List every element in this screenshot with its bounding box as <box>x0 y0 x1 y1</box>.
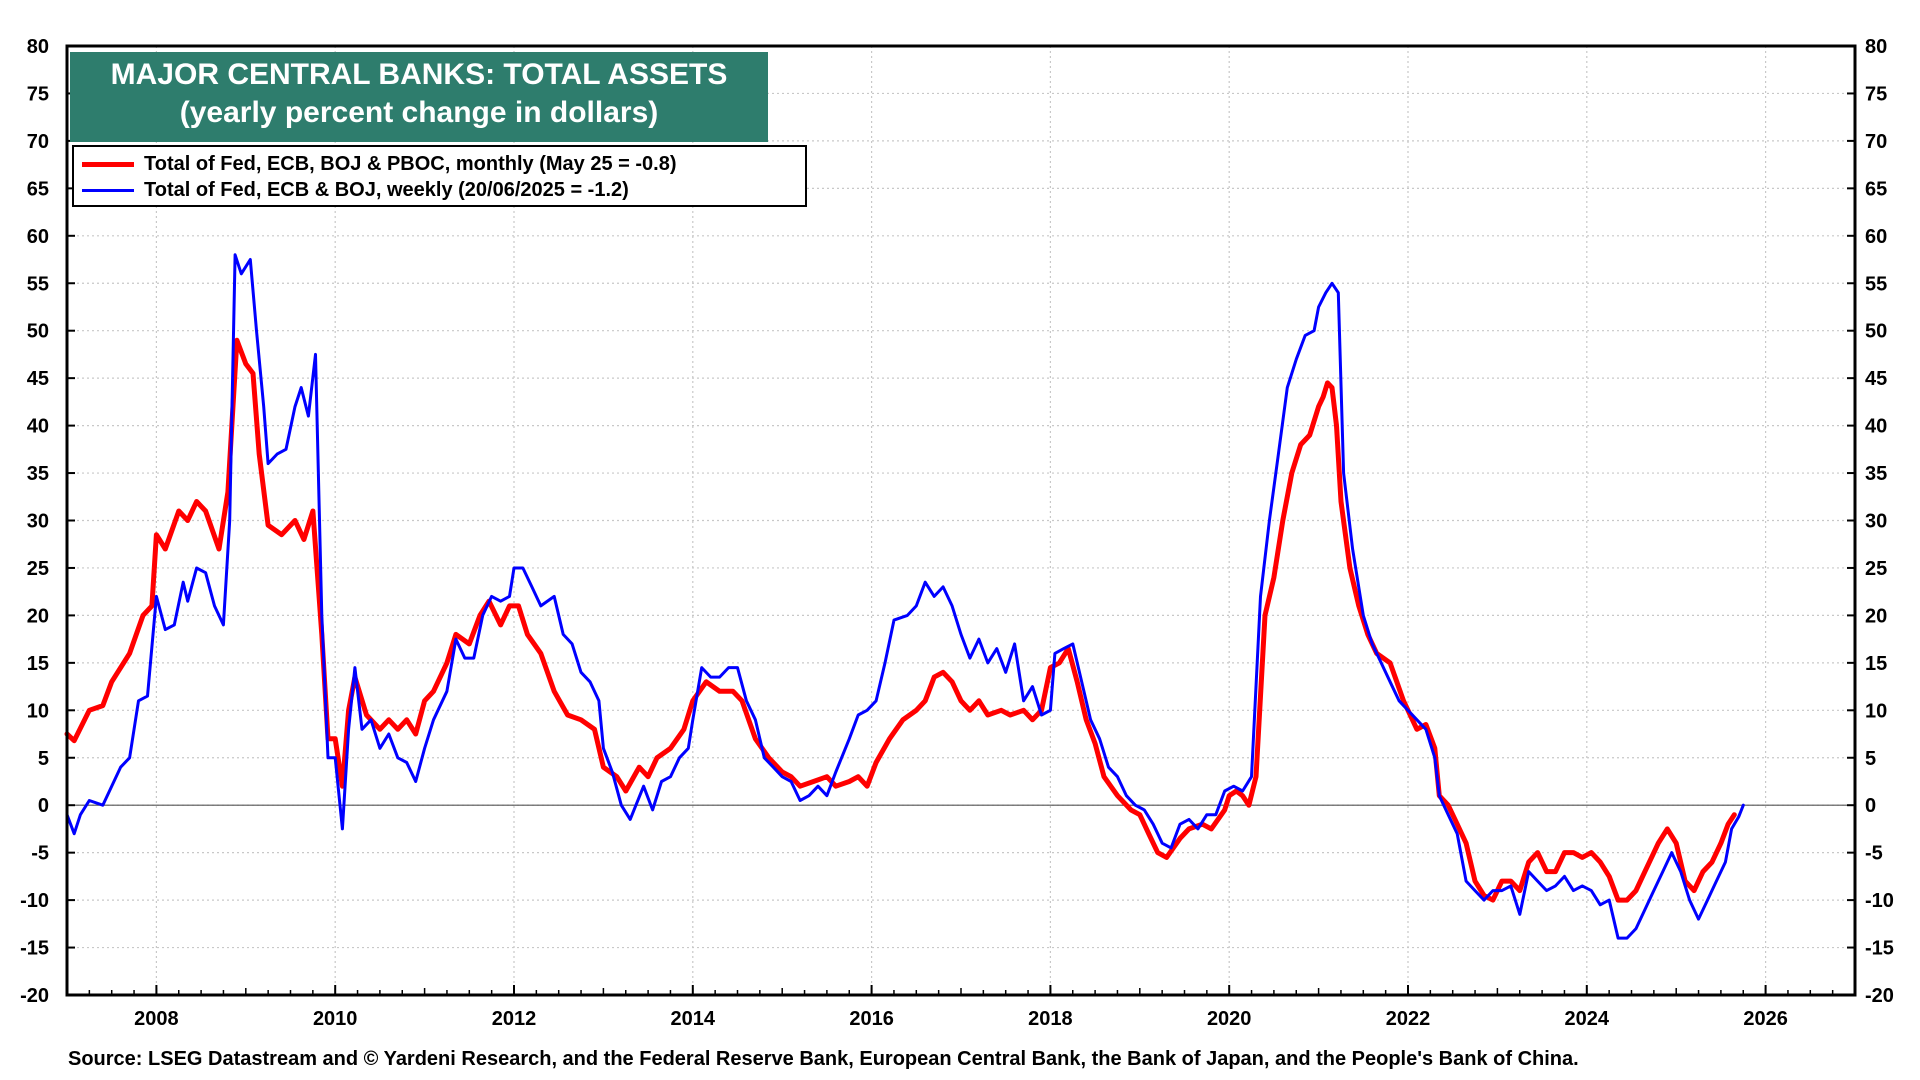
legend-item-red: Total of Fed, ECB, BOJ & PBOC, monthly (… <box>82 151 676 177</box>
x-tick-label: 2020 <box>1207 1008 1252 1030</box>
y-tick-label-left: 60 <box>27 226 49 248</box>
y-tick-label-right: 40 <box>1865 416 1887 438</box>
y-tick-label-right: 25 <box>1865 558 1887 580</box>
y-tick-label-left: 80 <box>27 36 49 58</box>
source-note: Source: LSEG Datastream and © Yardeni Re… <box>68 1048 1579 1070</box>
y-tick-label-left: 0 <box>38 795 49 817</box>
y-tick-label-right: 20 <box>1865 605 1887 627</box>
legend: Total of Fed, ECB, BOJ & PBOC, monthly (… <box>72 145 807 207</box>
x-tick-label: 2018 <box>1028 1008 1073 1030</box>
y-tick-label-left: 15 <box>27 653 49 675</box>
y-tick-label-left: 10 <box>27 700 49 722</box>
y-tick-label-right: 35 <box>1865 463 1887 485</box>
legend-item-blue: Total of Fed, ECB & BOJ, weekly (20/06/2… <box>82 177 629 203</box>
y-tick-label-right: -10 <box>1865 890 1894 912</box>
y-tick-label-right: 5 <box>1865 748 1876 770</box>
y-tick-label-left: 30 <box>27 511 49 533</box>
x-tick-label: 2022 <box>1386 1008 1431 1030</box>
legend-label-red: Total of Fed, ECB, BOJ & PBOC, monthly (… <box>144 152 677 175</box>
y-tick-label-left: 50 <box>27 321 49 343</box>
series-line-red <box>64 337 1737 903</box>
y-tick-label-right: 75 <box>1865 83 1887 105</box>
y-tick-label-left: -20 <box>20 985 49 1007</box>
y-tick-label-right: -20 <box>1865 985 1894 1007</box>
y-tick-label-left: 5 <box>38 748 49 770</box>
y-tick-label-left: -15 <box>20 938 49 960</box>
y-tick-label-left: -5 <box>31 843 49 865</box>
y-tick-label-right: -15 <box>1865 938 1894 960</box>
y-tick-label-left: 65 <box>27 178 49 200</box>
y-tick-label-right: 80 <box>1865 36 1887 58</box>
y-tick-label-right: 50 <box>1865 321 1887 343</box>
x-tick-label: 2008 <box>134 1008 179 1030</box>
series-layer <box>64 253 1745 940</box>
x-tick-label: 2014 <box>671 1008 716 1030</box>
y-tick-label-left: 20 <box>27 605 49 627</box>
y-tick-label-right: 70 <box>1865 131 1887 153</box>
chart-title: MAJOR CENTRAL BANKS: TOTAL ASSETS <box>110 58 728 91</box>
y-tick-label-right: 15 <box>1865 653 1887 675</box>
legend-label-blue: Total of Fed, ECB & BOJ, weekly (20/06/2… <box>144 178 629 201</box>
series-line-blue <box>65 253 1745 940</box>
y-tick-label-right: 30 <box>1865 511 1887 533</box>
x-tick-label: 2016 <box>849 1008 894 1030</box>
y-tick-label-left: 40 <box>27 416 49 438</box>
y-tick-label-right: 60 <box>1865 226 1887 248</box>
y-tick-label-left: 75 <box>27 83 49 105</box>
y-tick-label-left: 35 <box>27 463 49 485</box>
chart-subtitle: (yearly percent change in dollars) <box>179 96 659 129</box>
y-tick-label-left: -10 <box>20 890 49 912</box>
y-tick-label-left: 70 <box>27 131 49 153</box>
x-tick-label: 2010 <box>313 1008 358 1030</box>
y-tick-label-left: 55 <box>27 273 49 295</box>
x-tick-label: 2012 <box>492 1008 537 1030</box>
y-tick-label-right: 10 <box>1865 700 1887 722</box>
legend-swatch-blue <box>82 188 134 192</box>
y-tick-label-right: 55 <box>1865 273 1887 295</box>
legend-swatch-red <box>82 161 134 167</box>
x-tick-label: 2024 <box>1565 1008 1610 1030</box>
y-tick-label-right: 65 <box>1865 178 1887 200</box>
y-tick-label-left: 45 <box>27 368 49 390</box>
y-tick-label-right: -5 <box>1865 843 1883 865</box>
y-tick-label-right: 45 <box>1865 368 1887 390</box>
chart-title-box: MAJOR CENTRAL BANKS: TOTAL ASSETS (yearl… <box>70 52 768 142</box>
x-tick-label: 2026 <box>1743 1008 1788 1030</box>
y-tick-label-right: 0 <box>1865 795 1876 817</box>
y-tick-label-left: 25 <box>27 558 49 580</box>
